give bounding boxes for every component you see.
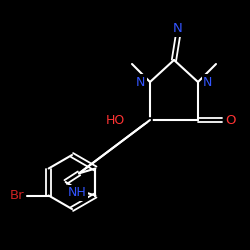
Text: N: N: [136, 76, 145, 88]
Text: N: N: [203, 76, 212, 88]
Text: O: O: [225, 114, 235, 126]
Text: HO: HO: [106, 114, 125, 126]
Text: N: N: [173, 22, 183, 36]
Text: Br: Br: [9, 189, 24, 202]
Text: NH: NH: [68, 186, 86, 199]
